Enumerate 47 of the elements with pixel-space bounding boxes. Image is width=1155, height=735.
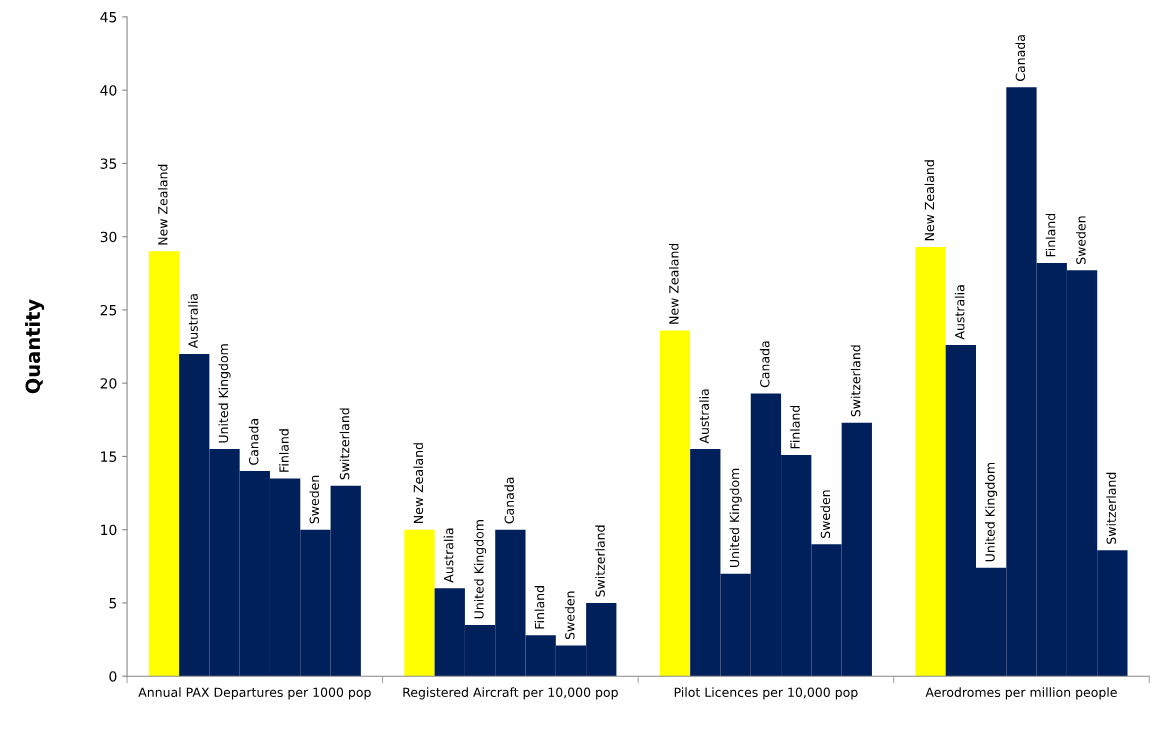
text: Canada	[1015, 35, 1026, 81]
y-axis-title: Quantity	[25, 299, 45, 394]
text: Sweden	[1076, 216, 1086, 264]
bar	[659, 330, 691, 677]
text: Australia	[443, 528, 454, 583]
text: Australia	[188, 294, 198, 349]
text: Sweden	[564, 591, 575, 640]
text: Finland	[534, 586, 545, 629]
text: Switzerland	[1106, 472, 1116, 544]
text: Australia	[954, 285, 965, 340]
text: Switzerland	[339, 408, 350, 480]
y-tick-label: 35	[100, 158, 117, 169]
y-tick-label: 45	[100, 12, 117, 23]
x-tick-label: Registered Aircraft per 10,000 pop	[403, 687, 618, 700]
text: United Kingdom	[474, 520, 487, 619]
text: Finland	[279, 429, 289, 472]
x-tick-label: Annual PAX Departures per 1000 pop	[138, 687, 371, 700]
text: Switzerland	[595, 525, 605, 597]
text: Finland	[790, 405, 800, 449]
text: United Kingdom	[985, 462, 998, 562]
bar	[404, 529, 435, 677]
x-tick-label: Aerodromes per million people	[925, 687, 1117, 700]
text: New Zealand	[157, 164, 168, 245]
bar	[148, 251, 180, 677]
y-tick-label: 40	[100, 85, 117, 96]
text: Switzerland	[850, 345, 861, 417]
text: Canada	[248, 419, 259, 465]
bar	[915, 246, 946, 677]
text: United Kingdom	[218, 344, 231, 443]
y-tick-label: 25	[100, 304, 117, 316]
text: New Zealand	[413, 443, 424, 523]
y-tick-label: 20	[100, 378, 117, 389]
text: Australia	[699, 389, 709, 444]
y-tick-label: 30	[100, 231, 117, 243]
y-tick-label: 5	[109, 598, 117, 609]
text: Sweden	[820, 490, 831, 538]
text: Sweden	[309, 475, 320, 524]
text: New Zealand	[924, 160, 935, 241]
text: Canada	[504, 477, 514, 524]
text: United Kingdom	[729, 468, 742, 567]
text: Finland	[1045, 213, 1056, 257]
x-tick-label: Pilot Licences per 10,000 pop	[674, 687, 858, 700]
y-tick-label: 0	[109, 671, 117, 682]
text: New Zealand	[668, 243, 679, 324]
y-tick-label: 15	[101, 451, 117, 462]
text: Canada	[759, 341, 770, 388]
y-tick-label: 10	[101, 524, 117, 536]
